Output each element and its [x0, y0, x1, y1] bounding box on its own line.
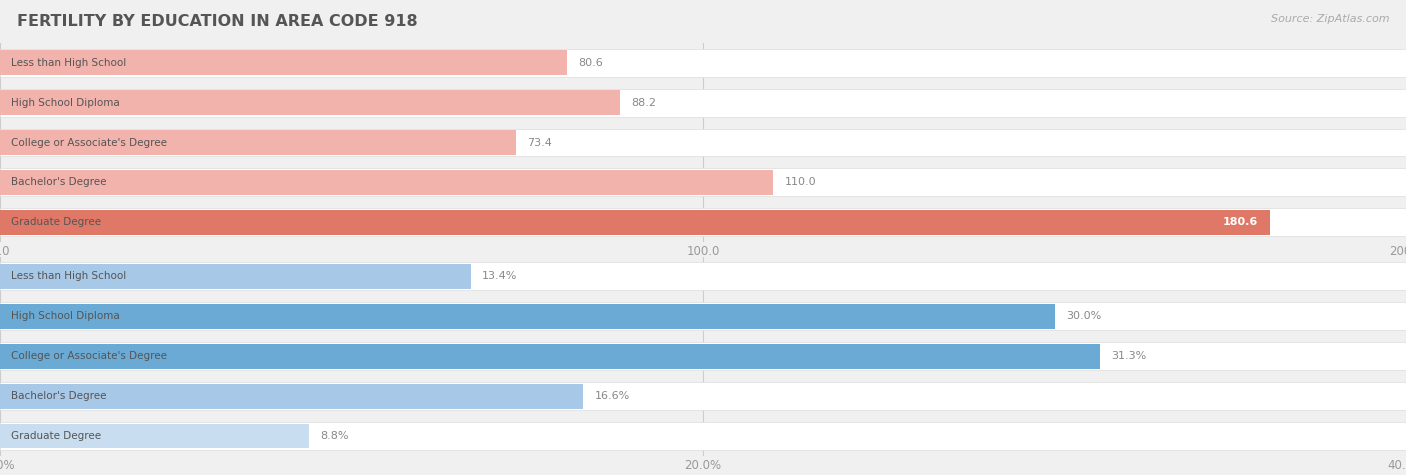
Text: 88.2: 88.2 — [631, 97, 657, 108]
Text: 31.3%: 31.3% — [1111, 351, 1147, 361]
Bar — [0, 169, 1406, 196]
Text: 80.6: 80.6 — [578, 57, 603, 68]
Text: 180.6: 180.6 — [1223, 217, 1258, 228]
Text: Source: ZipAtlas.com: Source: ZipAtlas.com — [1271, 14, 1389, 24]
Bar — [0, 384, 583, 408]
Bar — [0, 344, 1099, 369]
Text: Less than High School: Less than High School — [11, 271, 127, 282]
Text: College or Associate's Degree: College or Associate's Degree — [11, 351, 167, 361]
Bar — [0, 263, 1406, 290]
Text: 30.0%: 30.0% — [1066, 311, 1101, 322]
Text: 13.4%: 13.4% — [482, 271, 517, 282]
Text: High School Diploma: High School Diploma — [11, 311, 120, 322]
Text: 16.6%: 16.6% — [595, 391, 630, 401]
Bar — [0, 342, 1406, 370]
Text: Bachelor's Degree: Bachelor's Degree — [11, 177, 107, 188]
Bar — [0, 130, 516, 155]
Text: 8.8%: 8.8% — [321, 431, 349, 441]
Bar — [0, 424, 309, 448]
Bar — [0, 209, 1406, 236]
Text: FERTILITY BY EDUCATION IN AREA CODE 918: FERTILITY BY EDUCATION IN AREA CODE 918 — [17, 14, 418, 29]
Bar — [0, 90, 620, 115]
Text: Graduate Degree: Graduate Degree — [11, 217, 101, 228]
Bar — [0, 49, 1406, 76]
Bar — [0, 304, 1054, 329]
Bar — [0, 264, 471, 289]
Bar — [0, 170, 773, 195]
Text: Less than High School: Less than High School — [11, 57, 127, 68]
Bar — [0, 210, 1270, 235]
Text: High School Diploma: High School Diploma — [11, 97, 120, 108]
Bar — [0, 303, 1406, 330]
Text: 73.4: 73.4 — [527, 137, 553, 148]
Bar — [0, 129, 1406, 156]
Bar — [0, 89, 1406, 116]
Bar — [0, 382, 1406, 410]
Text: College or Associate's Degree: College or Associate's Degree — [11, 137, 167, 148]
Text: Graduate Degree: Graduate Degree — [11, 431, 101, 441]
Bar — [0, 50, 567, 75]
Bar — [0, 422, 1406, 450]
Text: Bachelor's Degree: Bachelor's Degree — [11, 391, 107, 401]
Text: 110.0: 110.0 — [785, 177, 815, 188]
